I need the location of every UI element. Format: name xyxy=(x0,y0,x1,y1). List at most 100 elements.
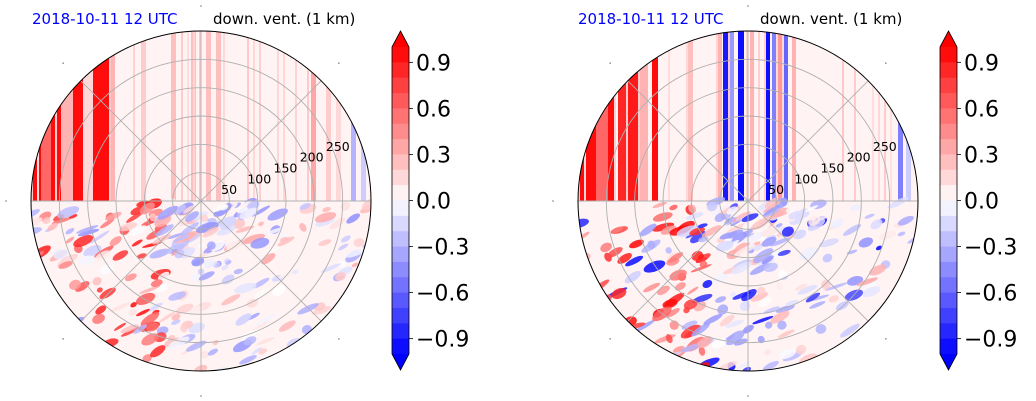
data-patch xyxy=(856,277,878,287)
data-patch xyxy=(150,345,166,358)
data-patch xyxy=(53,249,68,260)
data-patch xyxy=(875,245,883,251)
data-patch xyxy=(225,260,232,265)
radial-tick-label: 150 xyxy=(274,160,298,175)
data-patch xyxy=(715,240,734,252)
data-patch xyxy=(870,219,883,230)
data-patch xyxy=(119,222,137,232)
data-patch xyxy=(795,344,807,355)
colorbar-segment xyxy=(392,277,409,294)
data-patch xyxy=(258,348,268,355)
angle-tick xyxy=(885,62,887,64)
data-patch xyxy=(824,282,848,291)
data-patch xyxy=(701,225,722,238)
data-patch xyxy=(314,212,337,223)
data-patch xyxy=(635,319,655,332)
data-patch xyxy=(680,324,702,339)
colorbar-segment xyxy=(392,200,409,217)
data-stripe xyxy=(216,31,221,201)
data-stripe xyxy=(277,31,279,201)
colorbar-segment xyxy=(940,139,957,155)
data-patch xyxy=(212,339,219,346)
data-patch xyxy=(862,286,881,298)
data-patch xyxy=(757,335,765,344)
colorbar-segment xyxy=(392,139,409,155)
radial-tick-label: 250 xyxy=(326,139,350,154)
colorbar-segment xyxy=(392,307,409,324)
data-patch xyxy=(139,202,155,215)
data-patch xyxy=(647,240,656,249)
polar-grid xyxy=(31,31,371,371)
colorbar-segment xyxy=(940,307,957,324)
data-patch xyxy=(733,241,750,254)
data-patch xyxy=(780,197,788,206)
data-patch xyxy=(758,296,772,308)
data-patch xyxy=(252,277,270,289)
data-patch xyxy=(718,361,738,371)
data-patch xyxy=(130,302,137,308)
data-patch xyxy=(788,210,804,220)
data-stripe xyxy=(141,31,146,201)
colorbar-left: −0.9 −0.6 −0.3 0.0 0.3 0.6 0.9 xyxy=(391,30,469,371)
title-label-left: down. vent. (1 km) xyxy=(213,10,355,28)
data-patch xyxy=(271,284,286,297)
data-patch xyxy=(850,204,862,212)
data-patch xyxy=(808,215,821,226)
data-patch xyxy=(698,346,706,356)
data-stripe xyxy=(91,31,101,201)
data-patch xyxy=(68,214,78,219)
data-patch xyxy=(697,223,708,229)
data-stripe xyxy=(764,31,770,201)
data-stripe xyxy=(652,31,658,201)
data-patch xyxy=(344,249,365,258)
data-patch xyxy=(685,212,704,220)
data-patch xyxy=(195,221,219,234)
data-patch xyxy=(794,283,808,291)
data-patch xyxy=(353,238,365,247)
data-patch xyxy=(203,259,215,269)
data-patch xyxy=(669,204,678,211)
data-stripe xyxy=(688,31,693,201)
data-patch xyxy=(831,218,844,229)
data-patch xyxy=(154,215,172,228)
data-patch xyxy=(828,295,839,303)
data-stripe xyxy=(718,31,722,201)
data-stripe xyxy=(187,31,189,201)
data-patch xyxy=(175,303,194,315)
data-patch xyxy=(267,208,288,221)
data-patch xyxy=(777,269,787,280)
data-patch xyxy=(761,236,777,247)
data-patch xyxy=(913,240,918,246)
data-patch xyxy=(764,349,771,355)
data-patch xyxy=(221,264,229,271)
data-patch xyxy=(58,261,73,269)
data-patch xyxy=(166,243,185,255)
data-patch xyxy=(256,337,275,346)
data-patch xyxy=(120,324,139,333)
data-patch xyxy=(168,336,190,349)
angle-tick xyxy=(609,338,611,340)
grid-spoke xyxy=(200,200,322,322)
radial-tick-label: 150 xyxy=(821,160,845,175)
data-patch xyxy=(763,306,780,314)
data-patch xyxy=(73,235,94,248)
data-patch xyxy=(96,287,103,293)
data-patch xyxy=(113,322,127,331)
colorbar-segment xyxy=(392,292,409,309)
data-patch xyxy=(76,225,99,234)
data-stripe xyxy=(259,31,261,201)
data-patch xyxy=(698,236,709,243)
data-patch xyxy=(146,322,159,332)
colorbar-segment xyxy=(940,231,957,248)
colorbar-tick-label: 0.0 xyxy=(416,190,451,215)
data-stripe xyxy=(640,31,648,201)
data-patch xyxy=(689,227,705,236)
colorbar-segment xyxy=(940,123,957,140)
data-patch xyxy=(141,220,154,227)
polar-grid xyxy=(578,31,918,371)
data-patch xyxy=(858,237,873,248)
data-patch xyxy=(341,235,351,243)
grid-spoke xyxy=(80,80,202,202)
colorbar-segment xyxy=(940,200,957,217)
data-patch xyxy=(242,233,266,244)
